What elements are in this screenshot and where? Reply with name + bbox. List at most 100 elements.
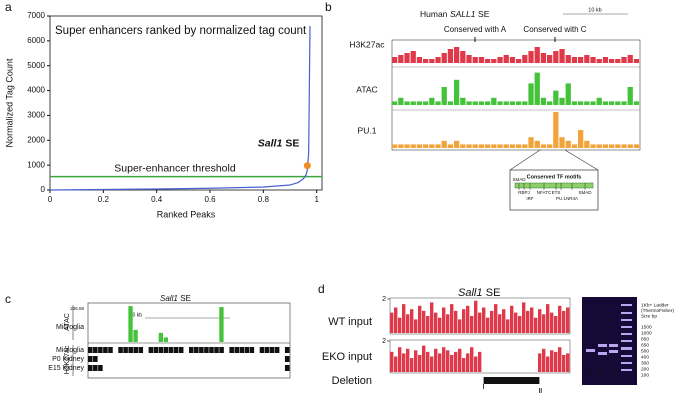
signal-bar <box>621 144 627 148</box>
peak-block <box>194 365 199 371</box>
ladder-size: 200 <box>641 366 649 372</box>
signal-bar <box>542 348 546 372</box>
signal-bar <box>470 316 474 333</box>
lane-label: EKO <box>599 365 605 377</box>
peak-block <box>128 347 133 353</box>
ladder-label: (ThermoFisher) <box>641 308 674 314</box>
ladder-size: 850 <box>641 336 649 342</box>
peak-block <box>219 356 224 362</box>
signal-bar <box>466 144 472 148</box>
signal-bar <box>596 144 602 148</box>
signal-bar <box>559 97 565 105</box>
track-title-part: SE <box>478 9 490 19</box>
zoom-line <box>509 149 541 171</box>
signal-bar <box>430 302 434 333</box>
signal-bar <box>596 59 602 63</box>
signal-bar <box>584 55 590 63</box>
signal-bar <box>466 353 470 372</box>
ladder-size: 650 <box>641 342 649 348</box>
signal-bar <box>558 347 562 372</box>
peak-block <box>269 356 275 362</box>
peak-block <box>153 356 159 362</box>
signal-bar <box>554 351 558 372</box>
signal-bar <box>615 59 621 63</box>
signal-bar <box>402 353 406 372</box>
signal-bar <box>584 140 590 148</box>
lane-label: Het <box>610 367 616 376</box>
highlight-gene: Sall1 <box>258 137 283 149</box>
peak-block <box>108 356 113 362</box>
gel-bands <box>586 304 632 371</box>
signal-bar <box>478 351 482 372</box>
signal-bar <box>491 97 497 105</box>
signal-bar <box>522 55 528 63</box>
signal-bar <box>553 51 559 63</box>
peak-block <box>234 356 239 362</box>
signal-bar <box>503 101 509 105</box>
scale-label: 10 kb <box>130 312 142 318</box>
peak-block <box>183 347 189 353</box>
ladder-label: 1Kb+ Ladder <box>641 302 669 308</box>
chart-title: Super enhancers ranked by normalized tag… <box>55 25 307 37</box>
signal-bar <box>390 312 394 333</box>
peak-block <box>259 347 265 353</box>
signal-bar <box>423 144 429 148</box>
peak-block <box>118 356 123 362</box>
signal-bar <box>219 307 224 342</box>
signal-bar <box>627 87 633 105</box>
signal-bar <box>578 101 584 105</box>
peak-block <box>133 365 138 371</box>
signal-bar <box>462 358 466 372</box>
signal-bar <box>392 57 398 63</box>
x-tick-label: 0 <box>48 195 53 204</box>
signal-bar <box>550 350 554 372</box>
peak-block <box>163 365 169 371</box>
peak-block <box>173 365 179 371</box>
peak-block <box>244 365 250 371</box>
signal-bar <box>590 101 596 105</box>
peak-block <box>279 347 285 353</box>
signal-bar <box>478 312 482 333</box>
signal-bar <box>633 101 640 105</box>
peak-block <box>234 347 239 353</box>
y-tick-label: 5000 <box>27 61 45 70</box>
signal-bar <box>394 307 398 333</box>
signal-bar <box>454 351 458 372</box>
signal-bar <box>454 79 460 105</box>
signal-bar <box>497 57 503 63</box>
signal-bar <box>538 309 542 333</box>
track-title: Human SALL1 SE <box>420 9 490 19</box>
peak-block <box>143 347 149 353</box>
motif-label: IRF <box>526 196 534 201</box>
highlight-point <box>303 162 311 170</box>
track-title: Sall1 SE <box>458 287 500 299</box>
signal-bar <box>627 144 633 148</box>
signal-bar <box>447 49 454 63</box>
signal-bar <box>494 304 498 333</box>
signal-bar <box>398 347 402 372</box>
signal-bar <box>530 307 534 333</box>
peak-block <box>209 365 214 371</box>
panel-label: a <box>5 0 12 14</box>
signal-bar <box>416 101 423 105</box>
peak-block <box>249 365 255 371</box>
peak-block <box>229 365 234 371</box>
y-tick-label: 4000 <box>27 86 45 95</box>
signal-bar <box>497 144 503 148</box>
signal-bar <box>478 101 485 105</box>
signal-bar <box>578 130 584 148</box>
signal-bar <box>509 57 516 63</box>
peak-block <box>178 356 184 362</box>
peak-block <box>209 347 214 353</box>
peak-block <box>158 365 164 371</box>
signal-bar <box>503 55 509 63</box>
signal-bar <box>562 310 566 333</box>
peak-block <box>113 347 118 353</box>
peak-block <box>178 347 184 353</box>
peak-block <box>249 356 255 362</box>
peak-block <box>249 347 255 353</box>
signal-bar <box>565 83 571 105</box>
peak-block <box>244 347 250 353</box>
signal-bar <box>418 305 422 333</box>
signal-bar <box>518 316 522 333</box>
